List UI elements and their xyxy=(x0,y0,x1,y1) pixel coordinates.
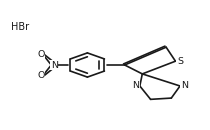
Text: HBr: HBr xyxy=(11,22,29,32)
Text: O: O xyxy=(37,71,45,80)
Text: O: O xyxy=(37,50,45,59)
Text: N: N xyxy=(51,60,58,70)
Text: N: N xyxy=(181,82,188,90)
Text: S: S xyxy=(177,57,183,66)
Text: N: N xyxy=(132,82,139,90)
